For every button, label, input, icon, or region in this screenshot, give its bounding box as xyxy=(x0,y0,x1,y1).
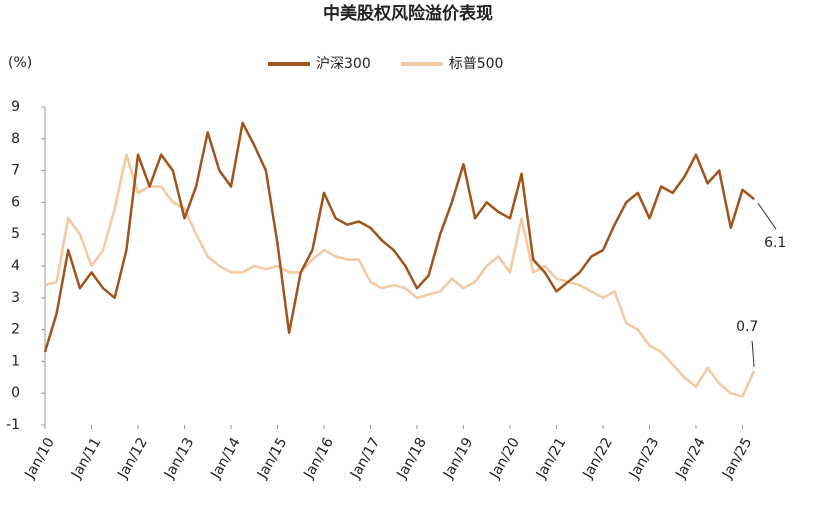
x-tick-label: Jan/16 xyxy=(300,435,336,482)
x-tick-label: Jan/19 xyxy=(440,435,476,482)
x-tick-label: Jan/24 xyxy=(672,435,708,482)
x-tick-label: Jan/11 xyxy=(68,435,104,482)
series-line xyxy=(43,121,755,353)
y-tick-label: 4 xyxy=(11,258,20,274)
x-tick-label: Jan/23 xyxy=(626,435,662,482)
x-tick-label: Jan/25 xyxy=(719,435,755,482)
x-tick-label: Jan/17 xyxy=(347,435,383,482)
annotation-leader xyxy=(751,340,755,367)
y-tick-label: -1 xyxy=(6,417,20,433)
legend-label: 沪深300 xyxy=(316,56,371,72)
x-tick-label: Jan/20 xyxy=(486,435,522,482)
x-tick-label: Jan/18 xyxy=(393,435,429,482)
y-tick-label: 6 xyxy=(11,194,20,210)
y-tick-label: 8 xyxy=(11,131,20,147)
y-tick-label: 2 xyxy=(11,322,20,338)
x-tick-label: Jan/10 xyxy=(22,435,58,482)
x-tick-label: Jan/21 xyxy=(533,435,569,482)
y-tick-label: 5 xyxy=(11,226,20,242)
y-axis-label: (%) xyxy=(8,55,32,71)
x-tick-label: Jan/15 xyxy=(254,435,290,482)
y-tick-label: 3 xyxy=(11,290,20,306)
x-tick-label: Jan/12 xyxy=(115,435,151,482)
annotation-leader xyxy=(757,202,777,230)
x-tick-label: Jan/14 xyxy=(207,435,243,482)
data-label: 0.7 xyxy=(736,319,758,335)
x-tick-label: Jan/13 xyxy=(161,435,197,482)
y-tick-label: 1 xyxy=(11,353,20,369)
legend-label: 标普500 xyxy=(449,56,504,72)
y-tick-label: 7 xyxy=(11,163,20,179)
y-tick-label: 9 xyxy=(11,99,20,115)
chart-title: 中美股权风险溢价表现 xyxy=(323,3,493,24)
series-line xyxy=(44,153,756,398)
y-tick-label: 0 xyxy=(11,385,20,401)
data-label: 6.1 xyxy=(764,235,786,251)
x-tick-label: Jan/22 xyxy=(579,435,615,482)
